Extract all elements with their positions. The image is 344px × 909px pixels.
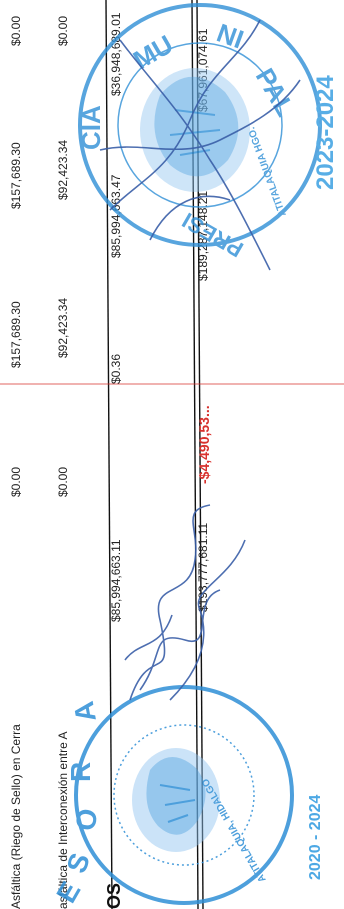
total-row: $193,777,681.11 -$4,490,53... $189,287,1… (196, 28, 212, 612)
row-col2: $157,689.30 (9, 301, 23, 368)
svg-text:O: O (69, 806, 103, 833)
row-col4: $0.00 (9, 16, 23, 46)
eagle-emblem-icon (132, 748, 220, 852)
row-col1: $0.00 (9, 467, 23, 497)
total-col2: -$4,490,53... (196, 405, 212, 484)
row-1: Asfáltica (Riego de Sello) en Cerra $0.0… (9, 16, 23, 909)
svg-text:R: R (65, 762, 96, 782)
total-col3: $189,287,148.21 (196, 191, 210, 281)
row-col3: $157,689.30 (9, 142, 23, 209)
subtotal-row: OS $85,994,663.11 $0.36 $85,994,663.47 $… (104, 12, 124, 909)
svg-text:MU: MU (128, 29, 178, 75)
row-col3: $92,423.34 (56, 140, 70, 200)
svg-text:CIA: CIA (76, 105, 106, 150)
total-col4: $67,961,074.61 (196, 28, 210, 112)
row-2: asfáltica de Interconexión entre A $0.00… (56, 16, 70, 909)
table-rule (191, 0, 199, 909)
seal-years: 2023-2024 (312, 75, 339, 190)
row-col4: $0.00 (56, 16, 70, 46)
subtotal-col4: $36,948,689.01 (109, 12, 123, 96)
handwritten-signature-icon (124, 504, 246, 701)
svg-text:PAL: PAL (250, 63, 301, 121)
svg-text:ATITALAQUIA HGO.: ATITALAQUIA HGO. (246, 125, 289, 218)
seal-ring-text: A (68, 699, 102, 724)
subtotal-label: OS (104, 883, 124, 909)
svg-text:PRESI: PRESI (178, 208, 248, 263)
seal-tesoreria: A R O S E ATITALAQUIA, HIDALGO 2020 - 20… (50, 685, 324, 908)
subtotal-col1: $85,994,663.11 (109, 539, 123, 622)
table-rule (105, 0, 113, 909)
svg-text:NI: NI (213, 17, 248, 54)
row-col1: $0.00 (56, 467, 70, 497)
seal-years: 2020 - 2024 (307, 794, 324, 880)
row-col2: $92,423.34 (56, 298, 70, 358)
row-description: Asfáltica (Riego de Sello) en Cerra (9, 724, 23, 909)
row-description: asfáltica de Interconexión entre A (56, 732, 70, 909)
subtotal-col3: $85,994,663.47 (109, 174, 123, 258)
handwritten-signature-icon (99, 19, 301, 271)
subtotal-col2: $0.36 (109, 354, 123, 384)
